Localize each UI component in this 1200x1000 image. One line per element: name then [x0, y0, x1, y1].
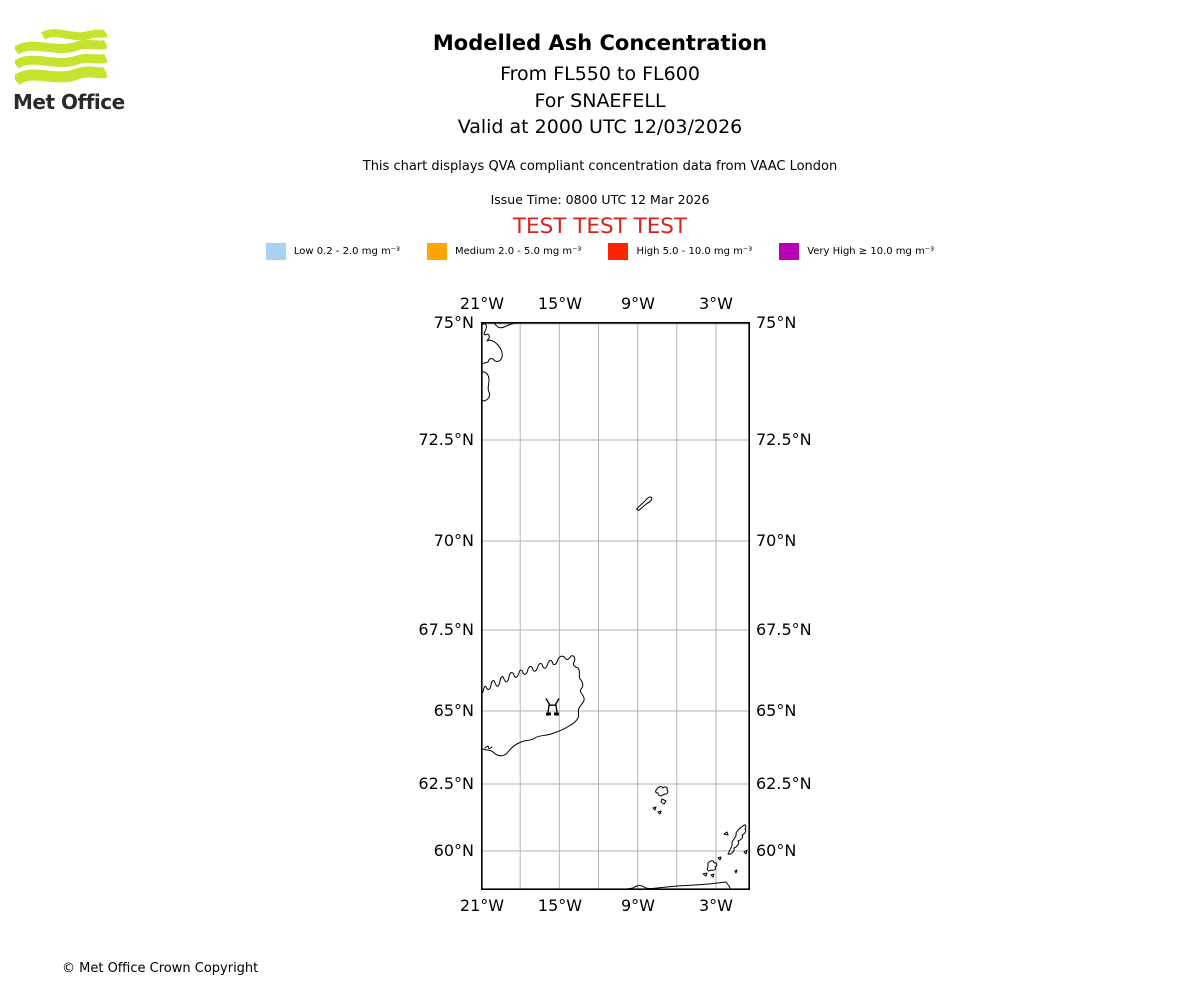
test-banner: TEST TEST TEST [512, 214, 688, 239]
map-border [481, 322, 750, 890]
legend-label-low: Low 0.2 - 2.0 mg m⁻³ [293, 246, 401, 257]
lat-label-left-67-5n: 67.5°N [418, 620, 474, 639]
lat-label-left-62-5n: 62.5°N [418, 774, 474, 793]
page-title: Modelled Ash Concentration [432, 31, 768, 55]
coast-orkney-islet-2 [702, 872, 708, 877]
lat-label-left-72-5n: 72.5°N [418, 430, 474, 449]
concentration-legend: Low 0.2 - 2.0 mg m⁻³ Medium 2.0 - 5.0 mg… [0, 243, 1200, 260]
high-swatch-icon [608, 243, 629, 260]
lat-label-right-70n: 70°N [756, 531, 797, 550]
valid-time-subtitle: Valid at 2000 UTC 12/03/2026 [457, 116, 743, 138]
lon-label-top-3w: 3°W [699, 294, 733, 313]
lat-label-left-65n: 65°N [433, 701, 474, 720]
legend-item-very-high: Very High ≥ 10.0 mg m⁻³ [779, 243, 934, 260]
lon-label-bottom-21w: 21°W [459, 896, 505, 915]
graticule-gridlines [481, 322, 750, 890]
lat-label-right-75n: 75°N [756, 313, 797, 332]
coast-orkney [706, 860, 718, 872]
issue-time: Issue Time: 0800 UTC 12 Mar 2026 [490, 192, 710, 207]
lat-label-right-62-5n: 62.5°N [756, 774, 812, 793]
coast-shetland-islet-1 [723, 831, 729, 836]
lat-label-right-65n: 65°N [756, 701, 797, 720]
lon-label-bottom-3w: 3°W [699, 896, 733, 915]
coast-greenland-upper [481, 323, 503, 365]
coast-shetland-islet-2 [743, 849, 748, 855]
legend-item-low: Low 0.2 - 2.0 mg m⁻³ [265, 243, 401, 260]
qva-description: This chart displays QVA compliant concen… [362, 159, 838, 174]
lon-label-bottom-9w: 9°W [621, 896, 655, 915]
lat-label-left-75n: 75°N [433, 313, 474, 332]
legend-item-medium: Medium 2.0 - 5.0 mg m⁻³ [427, 243, 581, 260]
medium-swatch-icon [427, 243, 448, 260]
coast-greenland-lower [481, 371, 491, 402]
lon-label-bottom-15w: 15°W [537, 896, 583, 915]
lat-label-right-72-5n: 72.5°N [756, 430, 812, 449]
legend-item-high: High 5.0 - 10.0 mg m⁻³ [608, 243, 752, 260]
coast-faroes-islet-3 [657, 810, 662, 815]
coast-iceland [481, 655, 585, 757]
flight-level-subtitle: From FL550 to FL600 [500, 63, 700, 85]
coast-jan-mayen [636, 496, 653, 511]
coast-orkney-islet-1 [717, 856, 722, 861]
legend-label-high: High 5.0 - 10.0 mg m⁻³ [636, 246, 753, 257]
lat-label-left-70n: 70°N [433, 531, 474, 550]
lat-label-right-67-5n: 67.5°N [756, 620, 812, 639]
met-office-logo-wordmark: Met Office [13, 90, 125, 114]
coast-fair-isle [734, 869, 738, 874]
volcano-marker-icon [545, 698, 560, 716]
lon-label-top-15w: 15°W [537, 294, 583, 313]
low-swatch-icon [265, 243, 286, 260]
lat-label-left-60n: 60°N [433, 841, 474, 860]
legend-label-medium: Medium 2.0 - 5.0 mg m⁻³ [455, 246, 582, 257]
legend-label-very-high: Very High ≥ 10.0 mg m⁻³ [807, 246, 935, 257]
coast-faroes-islet-2 [652, 806, 657, 811]
volcano-subtitle: For SNAEFELL [534, 90, 666, 112]
coast-scotland [620, 881, 732, 890]
coastlines [481, 322, 748, 890]
coast-orkney-islet-3 [710, 873, 715, 878]
lon-label-top-21w: 21°W [459, 294, 505, 313]
map-canvas [481, 322, 750, 890]
lat-label-right-60n: 60°N [756, 841, 797, 860]
lon-label-top-9w: 9°W [621, 294, 655, 313]
coast-faroes [655, 786, 669, 797]
very-high-swatch-icon [779, 243, 800, 260]
met-office-logo-icon [15, 29, 107, 86]
coast-iceland-reykjanes [484, 745, 493, 750]
coast-shetland [727, 824, 747, 855]
coast-faroes-islet-1 [660, 798, 667, 805]
crown-copyright: © Met Office Crown Copyright [62, 961, 259, 976]
